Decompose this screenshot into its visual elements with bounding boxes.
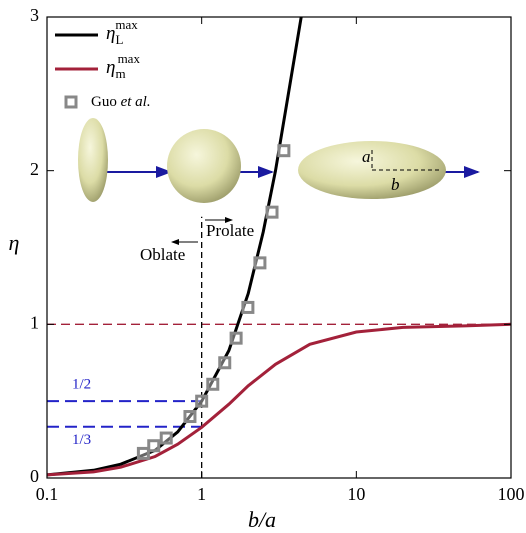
x-tick-label: 1 [197,484,206,504]
y-axis-label: η [9,230,20,255]
line [46,16,303,477]
legend-label: max [115,17,138,32]
point [159,431,173,445]
point [241,300,255,314]
legend-label: Guo [91,94,117,110]
point [183,410,197,424]
point [206,377,220,391]
legend-label: et al. [121,94,151,110]
line [46,322,512,477]
point [195,394,209,408]
reference-label: 1/2 [72,377,91,393]
y-tick-label: 3 [30,5,39,25]
x-axis-label: b/a [248,507,276,532]
plot-frame [46,16,512,479]
legend-label: L [115,32,123,47]
annotation: b [391,175,400,194]
x-tick-label: 0.1 [36,484,59,504]
annotation: Prolate [206,221,254,240]
point [218,356,232,370]
point [277,144,291,158]
legend-swatch [64,95,78,109]
point [229,331,243,345]
point [253,256,267,270]
annotation: a [362,147,371,166]
illustration [78,118,480,245]
x-tick-label: 100 [498,484,525,504]
annotation: Oblate [140,245,185,264]
point [265,205,279,219]
legend-label: η [106,23,115,44]
legend-label: ηmmax [106,51,140,81]
legend-label: η [106,57,115,78]
legend-label: m [115,66,125,81]
y-tick-label: 0 [30,466,39,486]
x-tick-label: 10 [347,484,365,504]
y-tick-label: 2 [30,159,39,179]
point [147,439,161,453]
y-tick-label: 1 [30,312,39,332]
reference-label: 1/3 [72,432,91,448]
legend-label: max [118,51,141,66]
legend-label: ηLmax [106,17,138,47]
point [136,446,150,460]
legend-label: Guo et al. [91,94,151,110]
